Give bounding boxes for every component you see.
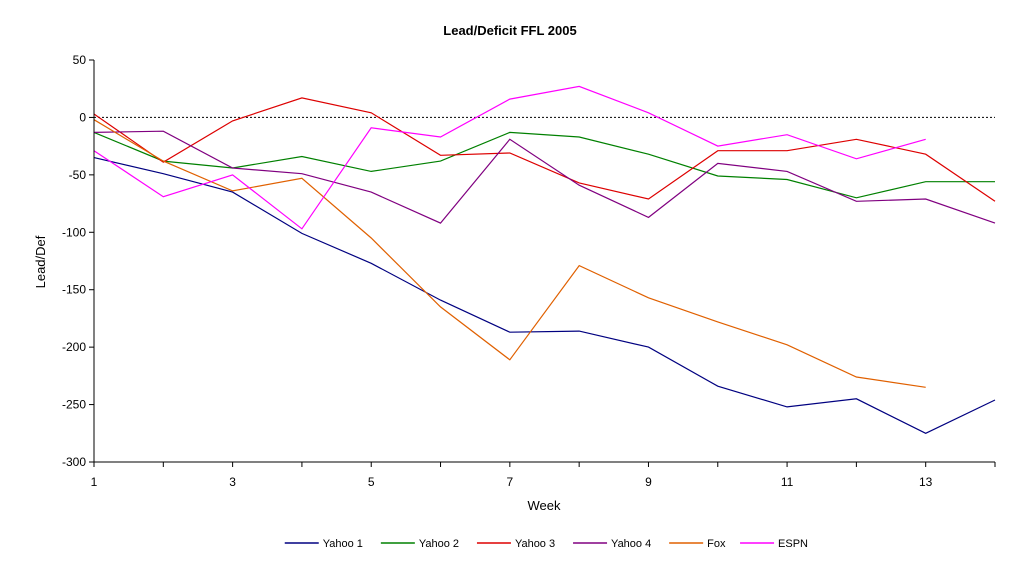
y-tick-label: -250 — [62, 398, 86, 412]
legend: Yahoo 1 Yahoo 2 Yahoo 3 Yahoo 4 Fox ESPN — [284, 538, 808, 550]
x-tick-label: 5 — [368, 475, 375, 489]
legend-label-yahoo-1: Yahoo 1 — [323, 538, 363, 550]
y-tick-label: -50 — [69, 168, 87, 182]
legend-label-fox: Fox — [707, 538, 726, 550]
y-axis-label: Lead/Def — [33, 235, 48, 288]
y-tick-label: 50 — [73, 53, 87, 67]
y-tick-label: -300 — [62, 455, 86, 469]
x-tick-label: 7 — [507, 475, 514, 489]
legend-label-yahoo-4: Yahoo 4 — [611, 538, 651, 550]
series-line-fox — [93, 119, 926, 388]
series-layer — [93, 85, 996, 434]
legend-label-yahoo-2: Yahoo 2 — [419, 538, 459, 550]
legend-label-yahoo-3: Yahoo 3 — [515, 538, 555, 550]
series-line-yahoo-2 — [93, 131, 995, 199]
x-tick-label: 3 — [229, 475, 236, 489]
x-tick-label: 1 — [91, 475, 98, 489]
legend-label-espn: ESPN — [778, 538, 808, 550]
y-tick-label: 0 — [79, 110, 86, 124]
x-tick-label: 13 — [919, 475, 933, 489]
y-tick-label: -100 — [62, 225, 86, 239]
series-line-yahoo-4 — [93, 130, 996, 224]
x-axis-label: Week — [528, 498, 561, 513]
series-line-yahoo-1 — [93, 157, 996, 434]
y-tick-label: -200 — [62, 340, 86, 354]
y-tick-label: -150 — [62, 283, 86, 297]
series-line-yahoo-3 — [93, 97, 996, 202]
x-tick-label: 11 — [781, 475, 794, 489]
series-line-espn — [93, 85, 926, 230]
x-tick-label: 9 — [645, 475, 652, 489]
chart-title: Lead/Deficit FFL 2005 — [443, 23, 576, 38]
